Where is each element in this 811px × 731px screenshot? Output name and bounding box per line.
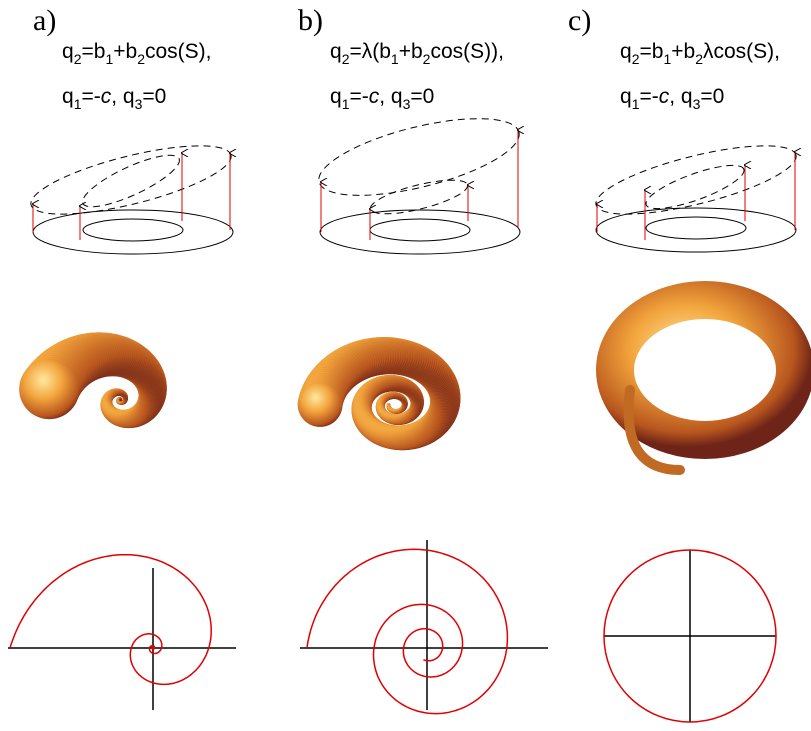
- equation-part: c: [369, 85, 380, 108]
- equation-part: 2: [632, 51, 640, 67]
- equation-part: c: [101, 85, 112, 108]
- equation: q2=b1+b2cos(S),: [62, 40, 212, 67]
- dashed-ellipse: [25, 132, 236, 228]
- equation-part: q: [62, 40, 74, 63]
- texts: a)q2=b1+b2cos(S),q1=-c, q3=0b)q2=λ(b1+b2…: [33, 4, 780, 112]
- equation-part: 1: [342, 96, 350, 112]
- equation-part: , q: [669, 85, 692, 108]
- equation-part: =0: [700, 85, 724, 108]
- equation-part: 3: [135, 96, 143, 112]
- equation-part: 2: [695, 51, 703, 67]
- shell-ring: [615, 300, 795, 440]
- shell-segment: [298, 382, 343, 427]
- equation-part: q: [62, 85, 74, 108]
- equation-part: =b: [81, 40, 105, 63]
- equation: q2=λ(b1+b2cos(S)),: [330, 40, 504, 67]
- equation-part: 1: [663, 51, 671, 67]
- equation-part: =0: [410, 85, 434, 108]
- equation-part: +b: [113, 40, 137, 63]
- base-ellipse: [33, 210, 233, 254]
- shell-segment: [19, 359, 79, 419]
- dashed-ellipse: [312, 103, 526, 211]
- panel-label: a): [33, 4, 56, 37]
- equation-part: =b: [639, 40, 663, 63]
- panel-label: c): [568, 4, 591, 37]
- equation-part: 3: [693, 96, 701, 112]
- equation-part: λcos(S),: [703, 40, 780, 63]
- base-ellipse: [83, 219, 183, 241]
- figure: a)q2=b1+b2cos(S),q1=-c, q3=0b)q2=λ(b1+b2…: [0, 0, 811, 731]
- equation-part: 1: [391, 51, 399, 67]
- equation-part: cos(S),: [145, 40, 212, 63]
- equation-part: 1: [632, 96, 640, 112]
- equation-part: =0: [142, 85, 166, 108]
- dashed-ellipse: [77, 146, 185, 216]
- spiral: [307, 549, 507, 713]
- curves: [8, 540, 776, 722]
- equation-part: q: [620, 85, 632, 108]
- base-ellipse: [320, 210, 520, 254]
- equation: q2=b1+b2λcos(S),: [620, 40, 780, 67]
- equation-part: cos(S)),: [430, 40, 504, 63]
- conditions: q1=-c, q3=0: [62, 85, 166, 112]
- panel-label: b): [298, 4, 323, 37]
- equation-part: 2: [423, 51, 431, 67]
- cone-diagrams: [25, 103, 801, 254]
- equation-part: 2: [342, 51, 350, 67]
- equation-part: =-: [81, 85, 100, 108]
- dashed-ellipse: [590, 132, 801, 228]
- conditions: q1=-c, q3=0: [330, 85, 434, 112]
- base-ellipse: [646, 217, 746, 239]
- equation-part: 1: [105, 51, 113, 67]
- equation-part: c: [659, 85, 670, 108]
- equation-part: 3: [403, 96, 411, 112]
- equation-part: =-: [639, 85, 658, 108]
- dashed-ellipse: [368, 173, 471, 220]
- equation-part: 2: [137, 51, 145, 67]
- conditions: q1=-c, q3=0: [620, 85, 724, 112]
- equation-part: q: [330, 40, 342, 63]
- equation-part: =-: [349, 85, 368, 108]
- equation-part: +b: [671, 40, 695, 63]
- equation-part: +b: [399, 40, 423, 63]
- spiral: [10, 555, 211, 685]
- arrows: [321, 130, 518, 240]
- equation-part: q: [330, 85, 342, 108]
- base-ellipse: [370, 219, 470, 241]
- shells: [19, 300, 795, 470]
- equation-part: q: [620, 40, 632, 63]
- equation-part: , q: [379, 85, 402, 108]
- equation-part: , q: [111, 85, 134, 108]
- arrows: [597, 152, 795, 240]
- equation-part: 2: [74, 51, 82, 67]
- equation-part: =λ(b: [349, 40, 390, 63]
- equation-part: 1: [74, 96, 82, 112]
